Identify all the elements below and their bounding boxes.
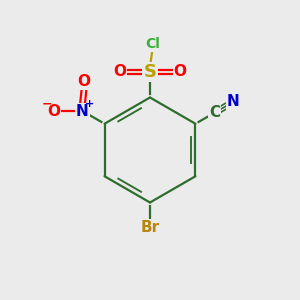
Text: O: O xyxy=(47,103,61,118)
Text: +: + xyxy=(85,99,94,110)
Text: C: C xyxy=(209,105,220,120)
Text: N: N xyxy=(76,103,89,118)
Text: S: S xyxy=(143,63,157,81)
Text: O: O xyxy=(113,64,127,80)
Text: Cl: Cl xyxy=(145,38,160,51)
Text: −: − xyxy=(42,97,52,110)
Text: N: N xyxy=(227,94,239,110)
Text: Br: Br xyxy=(140,220,160,235)
Text: O: O xyxy=(77,74,91,89)
Text: O: O xyxy=(173,64,187,80)
